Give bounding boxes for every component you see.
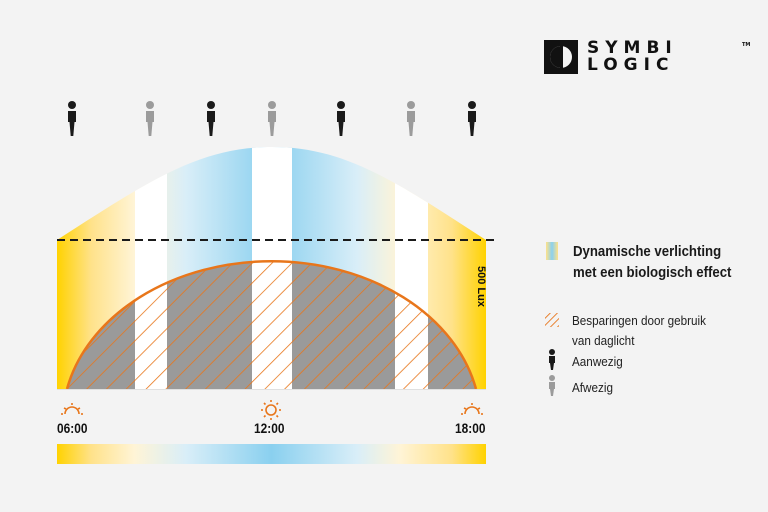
- time-label-end: 18:00: [455, 420, 486, 436]
- legend-savings-line2: van daglicht: [572, 333, 635, 348]
- person-present-icon: [207, 101, 215, 136]
- trademark: TM: [742, 42, 751, 48]
- legend-dynamic-line1: Dynamische verlichting: [573, 243, 722, 260]
- color-temperature-bar: [57, 444, 486, 464]
- person-absent-icon: [267, 101, 276, 136]
- dynamic-lighting-legend-icon: [546, 242, 558, 260]
- person-present-icon: [336, 101, 345, 136]
- legend-dynamic-line2: met een biologisch effect: [573, 264, 732, 281]
- legend-savings: Besparingen door gebruik van daglicht: [572, 311, 706, 351]
- person-present-icon: [68, 101, 76, 136]
- person-absent-icon: [146, 101, 154, 136]
- person-absent-icon: [406, 101, 415, 136]
- absent-legend-icon: [549, 375, 555, 396]
- legend-savings-line1: Besparingen door gebruik: [572, 313, 707, 328]
- sun-icon: [261, 400, 281, 420]
- sunrise-icon: [61, 403, 83, 415]
- brand-line2: LOGIC: [587, 55, 675, 75]
- symbilogic-logo: SYMBI LOGIC TM: [544, 38, 750, 75]
- legend-dynamic-lighting: Dynamische verlichting met een biologisc…: [573, 241, 731, 283]
- present-legend-icon: [549, 349, 555, 370]
- person-present-icon: [467, 101, 476, 136]
- time-label-noon: 12:00: [254, 420, 285, 436]
- logo-mark-icon: [544, 40, 578, 74]
- hatch-legend-icon: [545, 313, 559, 327]
- brand-line1: SYMBI: [587, 38, 678, 58]
- threshold-label: 500 Lux: [475, 266, 487, 307]
- occupancy-row: [68, 101, 476, 136]
- legend-present: Aanwezig: [572, 354, 623, 369]
- time-label-start: 06:00: [57, 420, 88, 436]
- sunset-icon: [461, 403, 483, 415]
- legend-absent: Afwezig: [572, 380, 613, 395]
- daylight-curve: [65, 259, 478, 390]
